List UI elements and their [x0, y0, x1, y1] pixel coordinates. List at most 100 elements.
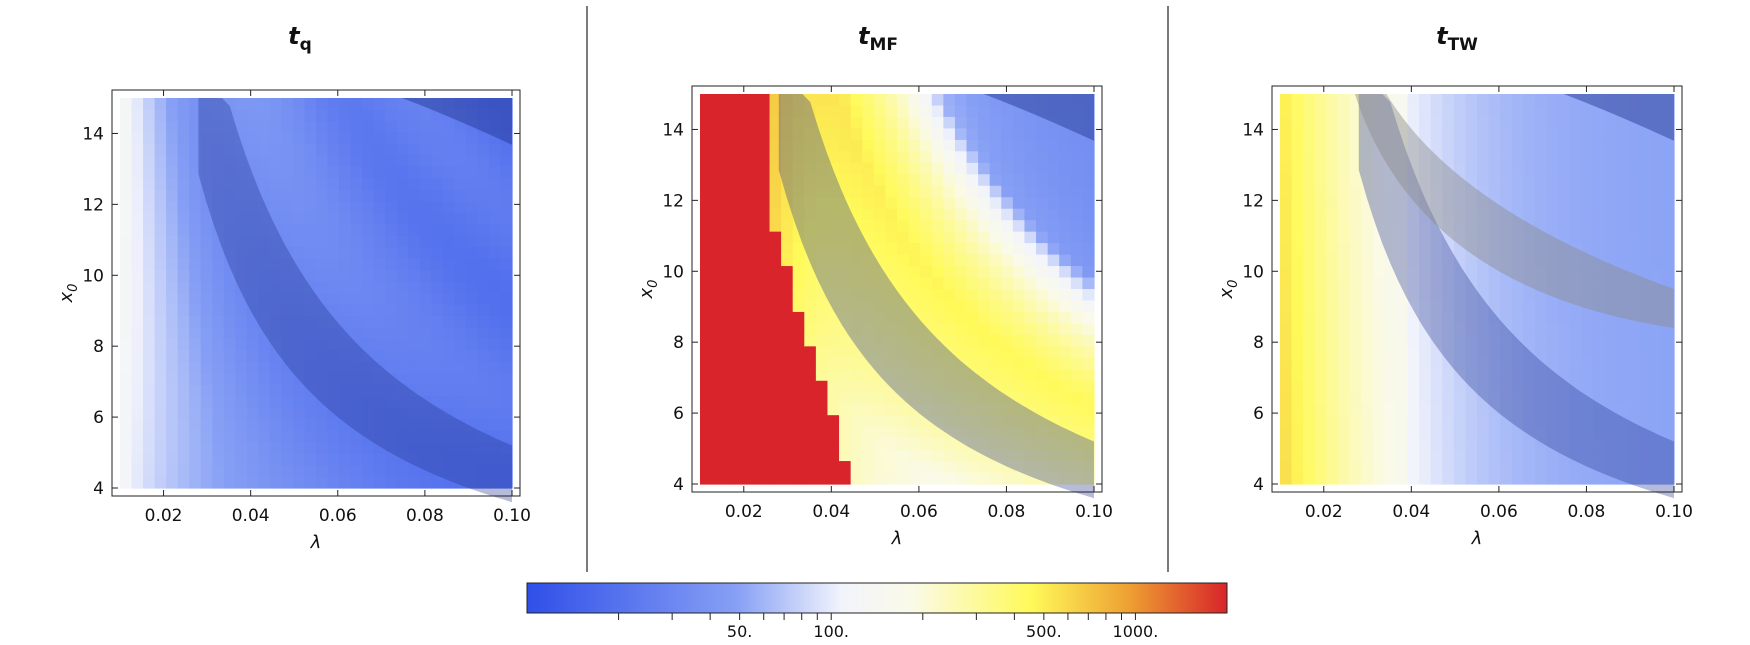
heatmap-cell: [1430, 277, 1443, 290]
heatmap-cell: [792, 94, 805, 107]
heatmap-cell: [885, 415, 898, 428]
y-tick-label: 4: [93, 479, 104, 499]
heatmap-cell: [350, 155, 363, 168]
heatmap-cell: [258, 189, 271, 202]
heatmap-cell: [235, 419, 248, 432]
heatmap-cell: [700, 380, 713, 393]
heatmap-cell: [781, 426, 794, 439]
heatmap-cell: [769, 185, 782, 198]
heatmap-cell: [419, 247, 432, 260]
heatmap-cell: [1477, 403, 1490, 416]
heatmap-cell: [1036, 185, 1049, 198]
heatmap-cell: [700, 449, 713, 462]
heatmap-cell: [1511, 334, 1524, 347]
heatmap-cell: [177, 281, 190, 294]
heatmap-cell: [442, 350, 455, 363]
heatmap-cell: [292, 384, 306, 397]
heatmap-cell: [1059, 220, 1072, 233]
heatmap-cell: [212, 120, 225, 134]
heatmap-cell: [200, 384, 213, 397]
heatmap-cell: [850, 220, 863, 233]
heatmap-cell: [1488, 369, 1501, 382]
heatmap-cell: [350, 338, 363, 351]
heatmap-cell: [850, 94, 863, 107]
heatmap-cell: [200, 373, 213, 386]
heatmap-cell: [1326, 162, 1339, 175]
heatmap-cell: [1592, 208, 1606, 221]
heatmap-cell: [815, 162, 829, 175]
heatmap-cell: [757, 300, 771, 313]
heatmap-cell: [815, 254, 829, 267]
heatmap-cell: [1036, 231, 1049, 244]
heatmap-cell: [1070, 334, 1084, 347]
heatmap-cell: [1662, 174, 1675, 187]
heatmap-cell: [1349, 139, 1362, 152]
heatmap-cell: [1627, 220, 1640, 233]
heatmap-cell: [1616, 300, 1629, 313]
heatmap-cell: [746, 266, 759, 279]
heatmap-cell: [316, 212, 329, 225]
heatmap-cell: [1477, 449, 1490, 462]
heatmap-cell: [304, 419, 317, 432]
heatmap-cell: [1036, 311, 1049, 325]
heatmap-cell: [1442, 162, 1455, 175]
heatmap-cell: [1280, 392, 1293, 405]
heatmap-cell: [281, 98, 294, 111]
heatmap-cell: [143, 430, 156, 443]
heatmap-cell: [1047, 334, 1060, 347]
heatmap-cell: [757, 369, 771, 382]
heatmap-cell: [1546, 357, 1559, 370]
heatmap-cell: [189, 120, 202, 134]
heatmap-cell: [1465, 323, 1478, 336]
heatmap-cell: [1639, 185, 1652, 198]
heatmap-cell: [1465, 346, 1478, 359]
heatmap-cell: [839, 174, 852, 187]
heatmap-cell: [908, 403, 921, 416]
heatmap-cell: [281, 350, 294, 363]
heatmap-cell: [431, 396, 444, 409]
heatmap-cell: [1569, 139, 1582, 152]
heatmap-cell: [1500, 403, 1513, 416]
heatmap-cell: [1616, 415, 1629, 428]
heatmap-cell: [177, 453, 190, 466]
heatmap-cell: [1627, 415, 1640, 428]
heatmap-cell: [1627, 208, 1640, 221]
heatmap-cell: [1361, 300, 1374, 313]
heatmap-cell: [1488, 231, 1501, 244]
heatmap-cell: [1662, 128, 1675, 141]
heatmap-cell: [1650, 128, 1664, 141]
heatmap-cell: [815, 357, 829, 370]
heatmap-cell: [1453, 438, 1467, 451]
heatmap-cell: [431, 201, 444, 214]
heatmap-cell: [177, 396, 190, 409]
heatmap-cell: [1361, 94, 1374, 107]
heatmap-cell: [1488, 357, 1501, 370]
heatmap-cell: [166, 281, 179, 294]
heatmap-cell: [258, 327, 271, 340]
heatmap-cell: [1070, 346, 1084, 359]
heatmap-cell: [1523, 392, 1536, 405]
heatmap-cell: [1558, 426, 1571, 439]
heatmap-cell: [873, 277, 887, 290]
heatmap-cell: [1604, 94, 1617, 107]
heatmap-cell: [1430, 151, 1443, 164]
heatmap-cell: [1662, 449, 1675, 462]
heatmap-cell: [1082, 461, 1095, 474]
heatmap-cell: [1465, 231, 1478, 244]
heatmap-cell: [1395, 461, 1409, 474]
heatmap-cell: [1337, 300, 1351, 313]
heatmap-cell: [246, 120, 259, 134]
heatmap-cell: [1511, 289, 1524, 302]
heatmap-cell: [920, 415, 933, 428]
heatmap-cell: [350, 465, 363, 478]
heatmap-cell: [154, 120, 167, 134]
heatmap-cell: [781, 128, 794, 141]
heatmap-cell: [1477, 231, 1490, 244]
heatmap-cell: [1349, 162, 1362, 175]
heatmap-cell: [1047, 323, 1060, 336]
heatmap-cell: [131, 453, 144, 466]
heatmap-cell: [120, 143, 133, 156]
heatmap-cell: [954, 266, 968, 279]
heatmap-cell: [1059, 254, 1072, 267]
